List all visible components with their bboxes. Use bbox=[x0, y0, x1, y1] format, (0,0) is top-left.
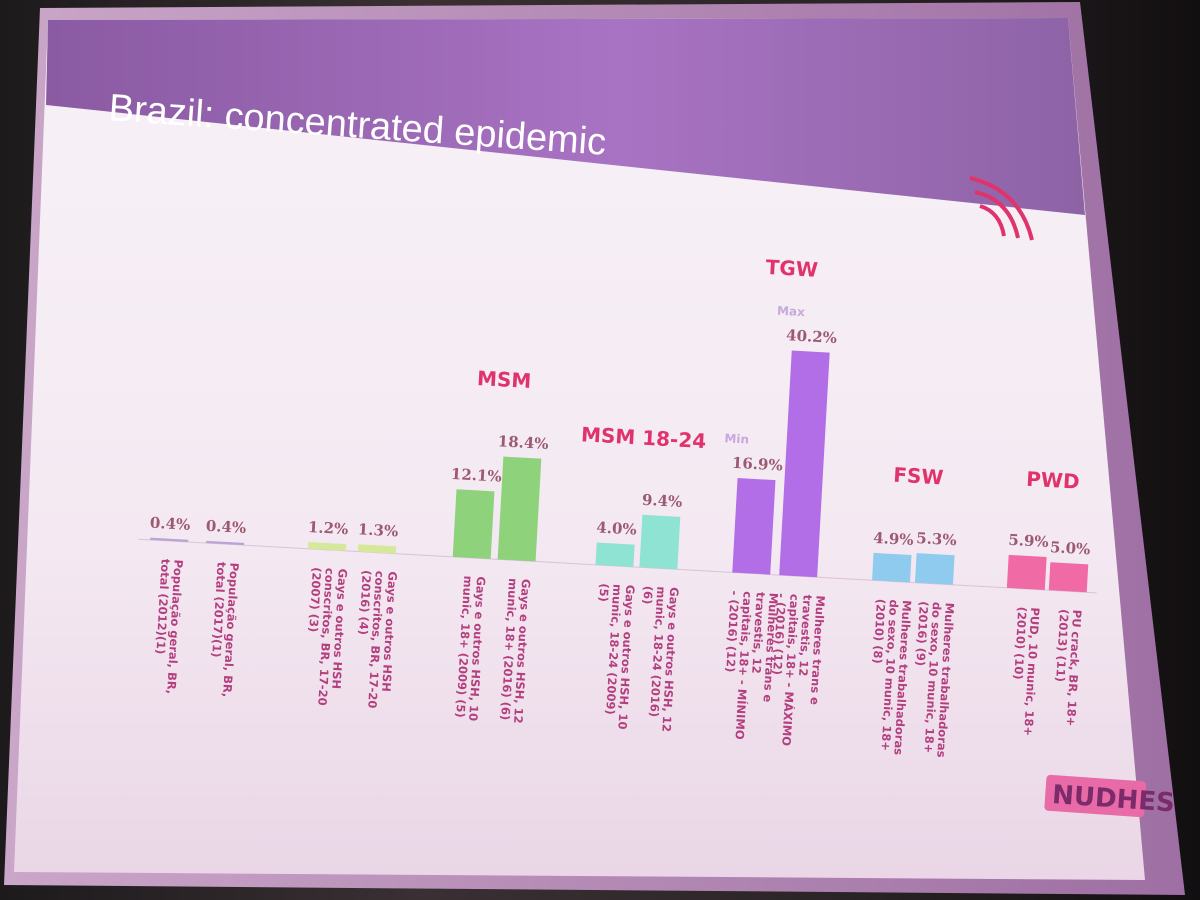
bar-11 bbox=[914, 553, 955, 585]
value-label-2: 1.2% bbox=[307, 518, 348, 538]
value-label-10: 4.9% bbox=[873, 529, 914, 549]
bar-4 bbox=[452, 489, 495, 559]
nudhes-logo: NUDHES bbox=[1044, 774, 1176, 819]
category-labels: População geral, BR,total (2012)(1) Popul… bbox=[151, 558, 1084, 758]
category-label-13: PU crack, BR, 18+(2013) (11) bbox=[1051, 609, 1084, 727]
category-label-3: Gays e outros HSHconscritos, BR, 17-20(2… bbox=[352, 570, 400, 710]
group-label-tgw: TGW bbox=[765, 255, 818, 282]
bar-8 bbox=[732, 478, 776, 575]
value-label-7: 9.4% bbox=[642, 491, 683, 511]
bar-12 bbox=[1006, 554, 1047, 590]
value-label-11: 5.3% bbox=[916, 529, 957, 549]
value-label-13: 5.0% bbox=[1050, 538, 1091, 558]
chart: 0.4% 0.4% 1.2% 1.3% 12.1% 18.4% 4.0%9.4% 16.9% 4… bbox=[138, 255, 1097, 758]
bar-7 bbox=[639, 514, 681, 570]
category-label-6: Gays e outros HSH, 10munic, 18-24 (2009)… bbox=[589, 583, 637, 730]
bar-6 bbox=[595, 542, 635, 567]
value-label-5: 18.4% bbox=[497, 432, 549, 453]
category-label-0: População geral, BR,total (2012)(1) bbox=[151, 558, 185, 694]
value-label-9: 40.2% bbox=[786, 326, 838, 347]
value-label-3: 1.3% bbox=[357, 520, 398, 540]
bar-2 bbox=[307, 542, 347, 551]
group-label-fsw: FSW bbox=[893, 463, 944, 490]
value-label-12: 5.9% bbox=[1008, 531, 1049, 551]
bar-3 bbox=[357, 544, 397, 554]
decorative-arcs-icon bbox=[969, 176, 1034, 241]
category-label-11: Mulheres trabalhadorasdo sexo, 10 munic,… bbox=[908, 601, 957, 758]
bars bbox=[150, 350, 1089, 593]
value-labels: 0.4% 0.4% 1.2% 1.3% 12.1% 18.4% 4.0%9.4% 16.9% 4… bbox=[149, 326, 1091, 558]
bar-5 bbox=[497, 456, 542, 562]
bar-1 bbox=[206, 540, 245, 546]
slide-header bbox=[46, 18, 1085, 215]
bar-13 bbox=[1048, 562, 1089, 593]
annotations: Min Max bbox=[724, 304, 806, 447]
bar-10 bbox=[872, 552, 912, 583]
category-label-2: Gays e outros HSHconscritos, BR, 17-20(2… bbox=[302, 567, 350, 707]
value-label-8: 16.9% bbox=[732, 454, 784, 475]
annotation-min: Min bbox=[724, 431, 749, 446]
category-label-1: População geral, BR,total (2017)(1) bbox=[207, 562, 241, 698]
value-label-0: 0.4% bbox=[149, 514, 190, 534]
value-label-6: 4.0% bbox=[596, 518, 637, 538]
category-label-9: Mulheres trans etravestis, 12capitais, 1… bbox=[766, 593, 827, 748]
slide-body bbox=[14, 18, 1145, 880]
value-label-4: 12.1% bbox=[450, 465, 502, 486]
annotation-max: Max bbox=[777, 304, 806, 320]
bar-0 bbox=[150, 537, 189, 543]
category-label-12: PUD, 10 munic, 18+(2010) (10) bbox=[1008, 606, 1042, 736]
group-label-msm: MSM bbox=[476, 366, 531, 393]
category-label-10: Mulheres trabalhadorasdo sexo, 10 munic,… bbox=[865, 598, 914, 755]
bar-9 bbox=[779, 350, 830, 578]
value-label-1: 0.4% bbox=[205, 517, 246, 537]
group-label-pwd: PWD bbox=[1026, 467, 1081, 494]
